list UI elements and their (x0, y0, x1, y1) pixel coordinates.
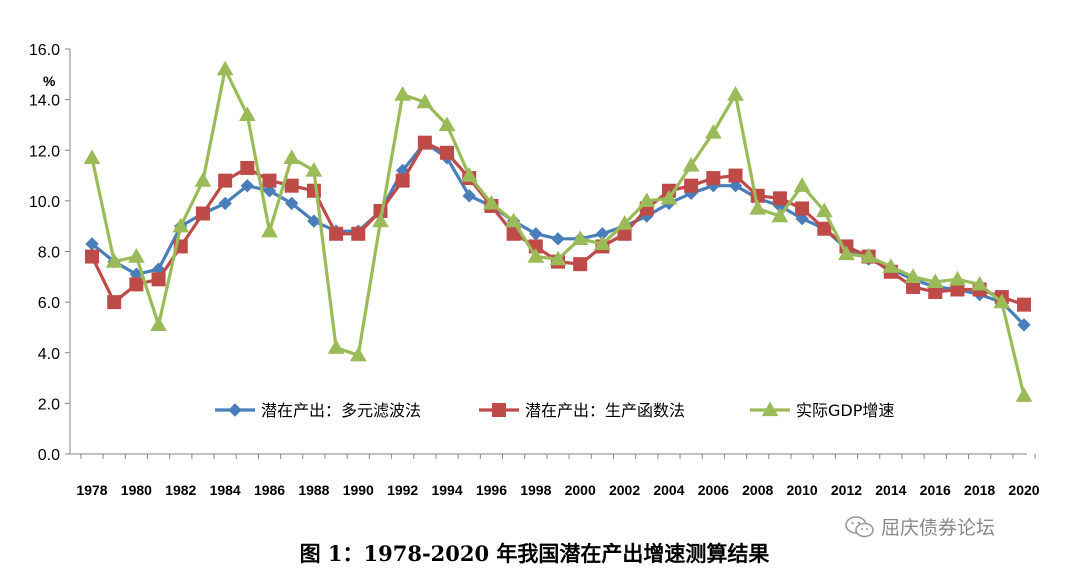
x-tick-label: 1982 (165, 482, 196, 498)
y-tick-label: 2.0 (38, 396, 60, 413)
y-tick-label: 12.0 (29, 143, 60, 160)
data-point (685, 179, 698, 192)
data-point (262, 224, 277, 237)
legend-item: 潜在产出：多元滤波法 (215, 401, 421, 420)
x-tick-label: 1998 (520, 482, 551, 498)
data-point (152, 273, 165, 286)
data-point (796, 202, 809, 215)
x-tick-label: 1986 (254, 482, 285, 498)
data-point (552, 233, 564, 245)
data-point (795, 178, 810, 191)
data-point (130, 278, 143, 291)
data-point (85, 150, 100, 163)
data-point (329, 340, 344, 353)
x-tick-label: 2006 (698, 482, 729, 498)
data-point (86, 250, 99, 263)
y-tick-labels: 0.0 2.0 4.0 6.0 8.0 10.0 12.0 14.0 16.0 (29, 42, 60, 464)
data-point (441, 146, 454, 159)
chart-axes (65, 49, 1035, 459)
data-point (1018, 298, 1031, 311)
series-triangle (85, 62, 1032, 402)
data-point (240, 107, 255, 120)
data-point (108, 296, 121, 309)
x-tick-label: 2004 (653, 482, 684, 498)
data-point (773, 192, 786, 205)
x-tick-label: 1992 (387, 482, 418, 498)
legend-item: 实际GDP增速 (750, 401, 894, 420)
data-point (728, 87, 743, 100)
watermark-text: 屈庆债券论坛 (881, 513, 995, 540)
x-tick-label: 2000 (565, 482, 596, 498)
x-tick-label: 1996 (476, 482, 507, 498)
x-tick-label: 2002 (609, 482, 640, 498)
legend-item: 潜在产出：生产函数法 (479, 401, 685, 420)
series-square (86, 136, 1031, 311)
x-tick-label: 2008 (742, 482, 773, 498)
x-tick-label: 2018 (964, 482, 995, 498)
y-tick-label: 0.0 (38, 447, 60, 464)
data-point (195, 173, 210, 186)
y-tick-label: 4.0 (38, 346, 60, 363)
data-point (729, 169, 742, 182)
y-tick-label: 6.0 (38, 295, 60, 312)
data-point (219, 174, 232, 187)
y-tick-label: 10.0 (29, 194, 60, 211)
x-tick-label: 1994 (431, 482, 462, 498)
data-point (285, 179, 298, 192)
data-point (750, 201, 765, 214)
legend-label: 实际GDP增速 (796, 401, 894, 420)
y-axis-unit-label: % (43, 73, 56, 89)
chart-legend: 潜在产出：多元滤波法 潜在产出：生产函数法 实际GDP增速 (215, 401, 894, 420)
x-tick-labels: 1978 1980 1982 1984 1986 1988 1990 1992 1994 1996… (76, 482, 1039, 498)
x-tick-label: 1988 (298, 482, 329, 498)
data-point (330, 227, 343, 240)
data-point (306, 163, 321, 176)
data-point (707, 172, 720, 185)
figure-caption: 图 1：1978-2020 年我国潜在产出增速测算结果 (0, 538, 1069, 568)
x-tick-label: 2014 (875, 482, 906, 498)
x-tick-label: 2020 (1008, 482, 1039, 498)
y-tick-label: 16.0 (29, 42, 60, 59)
x-tick-label: 1984 (210, 482, 241, 498)
data-point (151, 317, 166, 330)
y-tick-label: 14.0 (29, 93, 60, 110)
data-point (263, 174, 276, 187)
y-tick-label: 8.0 (38, 245, 60, 262)
data-point (218, 62, 233, 75)
data-point (706, 125, 721, 138)
x-tick-label: 2016 (920, 482, 951, 498)
data-point (284, 150, 299, 163)
legend-marker (229, 404, 241, 416)
data-point (129, 249, 144, 262)
data-point (395, 87, 410, 100)
wechat-icon (845, 515, 875, 539)
legend-label: 潜在产出：多元滤波法 (261, 401, 421, 420)
data-point (574, 258, 587, 271)
data-point (196, 207, 209, 220)
data-point (241, 161, 254, 174)
data-point (396, 174, 409, 187)
x-tick-label: 2010 (787, 482, 818, 498)
x-tick-label: 1990 (343, 482, 374, 498)
series-layer (85, 62, 1032, 402)
data-point (418, 136, 431, 149)
x-tick-label: 1978 (76, 482, 107, 498)
data-point (818, 222, 831, 235)
series-line (92, 143, 1024, 305)
series-diamond (86, 137, 1030, 331)
legend-marker (493, 404, 506, 417)
data-point (1017, 388, 1032, 401)
x-tick-label: 2012 (831, 482, 862, 498)
data-point (352, 227, 365, 240)
watermark: 屈庆债券论坛 (845, 513, 995, 540)
x-tick-label: 1980 (121, 482, 152, 498)
legend-label: 潜在产出：生产函数法 (525, 401, 685, 420)
